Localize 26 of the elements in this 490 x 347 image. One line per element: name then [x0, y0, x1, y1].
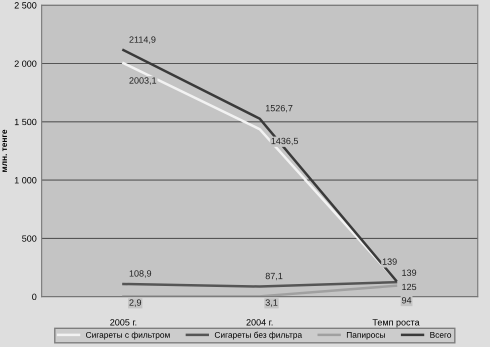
y-tick-label: 0: [32, 294, 36, 300]
y-tick-label: 2 000: [14, 60, 36, 67]
x-tick-label: Темп роста: [372, 319, 420, 328]
data-label: 3,1: [266, 299, 278, 307]
data-label: 125: [402, 284, 416, 290]
x-tick-label: 2005 г.: [110, 319, 136, 326]
data-label: 94: [402, 297, 412, 304]
legend-label: Папиросы: [346, 332, 385, 340]
data-label: 139: [382, 258, 397, 265]
y-axis-title: млн. тенге: [2, 130, 7, 172]
legend-label: Сигареты без фильтра: [214, 332, 302, 340]
data-label: 1436,5: [272, 138, 298, 146]
x-tick-label: 2004 г.: [246, 319, 273, 326]
data-label: 2003,1: [129, 77, 156, 85]
y-tick-label: 1 000: [14, 177, 36, 184]
data-label: 108,9: [130, 270, 152, 278]
data-label: 87,1: [266, 272, 282, 280]
y-tick-label: 500: [22, 235, 36, 242]
data-label: 139: [402, 270, 416, 276]
legend-label: Всего: [430, 332, 452, 338]
data-label: 2114,9: [129, 36, 156, 44]
y-tick-label: 1 500: [14, 118, 36, 126]
y-tick-label: 2 500: [14, 2, 36, 9]
data-label: 2,9: [129, 299, 142, 307]
data-label: 1526,7: [266, 104, 292, 112]
legend-label: Сигареты с фильтром: [86, 332, 170, 340]
